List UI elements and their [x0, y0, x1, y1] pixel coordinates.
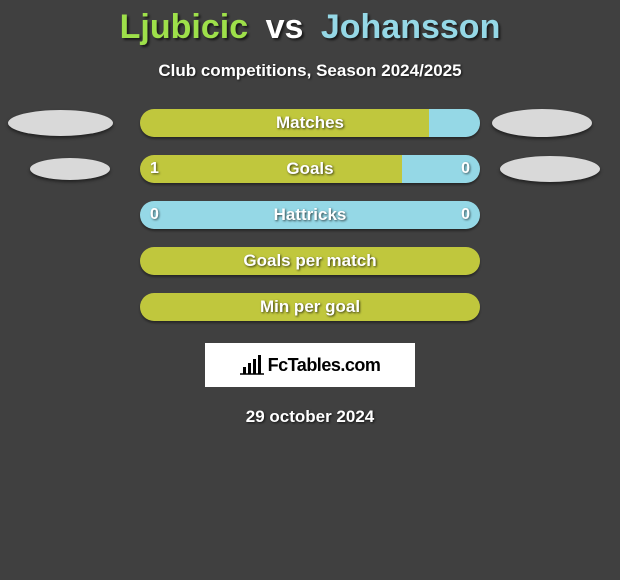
- stat-bar: Matches: [140, 109, 480, 137]
- stats-container: Matches 10Goals 00Hattricks Goals per match…: [0, 109, 620, 321]
- bar-segment-player1: [140, 155, 402, 183]
- stat-row: Matches: [0, 109, 620, 137]
- comparison-title: Ljubicic vs Johansson: [0, 0, 620, 47]
- bar-segment-player2: [402, 155, 480, 183]
- stat-row: 00Hattricks: [0, 201, 620, 229]
- stat-row: Goals per match: [0, 247, 620, 275]
- vs-label: vs: [266, 8, 304, 46]
- stat-row: Min per goal: [0, 293, 620, 321]
- player1-oval: [30, 158, 110, 180]
- bar-segment-player1: [140, 293, 480, 321]
- stat-bar: Goals per match: [140, 247, 480, 275]
- logo-text: FcTables.com: [268, 355, 381, 376]
- player1-oval: [8, 110, 113, 136]
- stat-bar: 10Goals: [140, 155, 480, 183]
- player2-oval: [500, 156, 600, 182]
- stat-row: 10Goals: [0, 155, 620, 183]
- stat-bar: 00Hattricks: [140, 201, 480, 229]
- player2-oval: [492, 109, 592, 137]
- subtitle: Club competitions, Season 2024/2025: [0, 61, 620, 81]
- bar-segment-player2: [140, 201, 480, 229]
- player2-name: Johansson: [321, 8, 500, 46]
- stat-bar: Min per goal: [140, 293, 480, 321]
- bar-segment-player1: [140, 247, 480, 275]
- logo-box: FcTables.com: [205, 343, 415, 387]
- bar-segment-player1: [140, 109, 429, 137]
- player1-name: Ljubicic: [120, 8, 248, 46]
- bar-segment-player2: [429, 109, 480, 137]
- date-label: 29 october 2024: [0, 407, 620, 427]
- bars-icon: [240, 355, 264, 375]
